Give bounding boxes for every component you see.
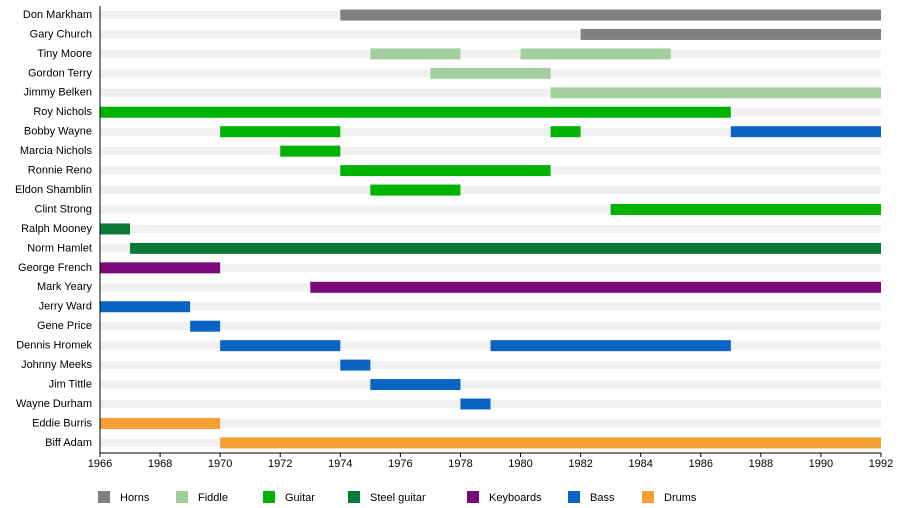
- legend-label: Fiddle: [198, 492, 228, 504]
- legend-label: Bass: [590, 492, 615, 504]
- y-tick-label: Gary Church: [30, 28, 92, 40]
- y-tick-label: Don Markham: [23, 9, 92, 21]
- tenure-bar: [220, 437, 882, 449]
- tenure-bar: [280, 145, 341, 157]
- y-tick-label: Bobby Wayne: [24, 126, 92, 138]
- y-tick-label: Jimmy Belken: [24, 87, 92, 99]
- tenure-bar: [340, 359, 371, 371]
- tenure-bar: [370, 184, 461, 196]
- row-stripe: [100, 322, 881, 331]
- y-tick-label: Wayne Durham: [16, 398, 92, 410]
- y-tick-label: Johnny Meeks: [21, 359, 92, 371]
- row-stripe: [100, 127, 881, 136]
- y-tick-label: Gene Price: [37, 320, 92, 332]
- legend-swatch: [176, 491, 188, 503]
- tenure-bar: [100, 262, 221, 274]
- y-tick-label: Tiny Moore: [37, 48, 92, 60]
- x-tick-label: 1966: [88, 458, 112, 470]
- tenure-bar: [550, 87, 881, 99]
- tenure-bar: [190, 320, 221, 332]
- y-tick-label: Clint Strong: [35, 203, 92, 215]
- row-stripe: [100, 186, 881, 195]
- tenure-bar: [580, 28, 881, 40]
- tenure-bar: [370, 48, 461, 60]
- x-tick-label: 1970: [208, 458, 232, 470]
- tenure-bar: [730, 126, 881, 138]
- y-tick-label: George French: [18, 262, 92, 274]
- legend-label: Guitar: [285, 492, 315, 504]
- row-stripe: [100, 419, 881, 428]
- tenure-bar: [100, 417, 221, 429]
- tenure-bar: [340, 165, 551, 177]
- legend-swatch: [467, 491, 479, 503]
- x-tick-label: 1988: [749, 458, 773, 470]
- legend-swatch: [348, 491, 360, 503]
- y-tick-label: Jerry Ward: [39, 301, 92, 313]
- tenure-bar: [430, 67, 551, 79]
- row-stripe: [100, 263, 881, 272]
- x-tick-label: 1980: [508, 458, 532, 470]
- x-tick-label: 1984: [628, 458, 652, 470]
- tenure-bar: [490, 340, 731, 352]
- row-stripe: [100, 30, 881, 39]
- row-stripe: [100, 88, 881, 97]
- y-tick-label: Roy Nichols: [33, 106, 92, 118]
- y-tick-label: Eddie Burris: [32, 417, 92, 429]
- x-tick-label: 1982: [568, 458, 592, 470]
- x-tick-label: 1968: [148, 458, 172, 470]
- tenure-bar: [100, 223, 131, 235]
- y-tick-label: Eldon Shamblin: [15, 184, 92, 196]
- y-tick-label: Dennis Hromek: [16, 340, 92, 352]
- y-tick-label: Biff Adam: [45, 437, 92, 449]
- x-tick-label: 1986: [689, 458, 713, 470]
- tenure-bar: [310, 281, 881, 293]
- x-tick-label: 1972: [268, 458, 292, 470]
- tenure-bar: [610, 204, 881, 215]
- legend-swatch: [642, 491, 654, 503]
- legend-swatch: [98, 491, 110, 503]
- row-stripe: [100, 380, 881, 389]
- x-tick-label: 1992: [869, 458, 893, 470]
- x-tick-label: 1978: [448, 458, 472, 470]
- legend-label: Horns: [120, 492, 150, 504]
- tenure-bar: [100, 106, 731, 118]
- tenure-bar: [130, 242, 882, 254]
- tenure-bar: [220, 340, 341, 352]
- tenure-bar: [460, 398, 491, 410]
- row-stripe: [100, 224, 881, 233]
- tenure-bar: [220, 126, 341, 138]
- x-tick-label: 1990: [809, 458, 833, 470]
- legend-label: Keyboards: [489, 492, 542, 504]
- y-tick-label: Ronnie Reno: [28, 165, 92, 177]
- legend-label: Drums: [664, 492, 697, 504]
- x-tick-label: 1974: [328, 458, 352, 470]
- y-tick-label: Gordon Terry: [28, 67, 92, 79]
- legend-swatch: [263, 491, 275, 503]
- tenure-bar: [550, 126, 581, 138]
- y-tick-label: Norm Hamlet: [27, 242, 92, 254]
- legend-label: Steel guitar: [370, 492, 426, 504]
- tenure-bar: [100, 301, 191, 313]
- tenure-bar: [370, 379, 461, 391]
- row-stripe: [100, 361, 881, 370]
- row-stripe: [100, 49, 881, 58]
- y-tick-label: Marcia Nichols: [20, 145, 93, 157]
- tenure-bar: [340, 9, 881, 21]
- y-tick-label: Jim Tittle: [49, 378, 92, 390]
- y-tick-label: Mark Yeary: [37, 281, 93, 293]
- tenure-bar: [520, 48, 671, 60]
- row-stripe: [100, 205, 881, 214]
- row-stripe: [100, 302, 881, 311]
- row-stripe: [100, 147, 881, 156]
- legend-swatch: [568, 491, 580, 503]
- x-tick-label: 1976: [388, 458, 412, 470]
- y-tick-label: Ralph Mooney: [21, 223, 92, 235]
